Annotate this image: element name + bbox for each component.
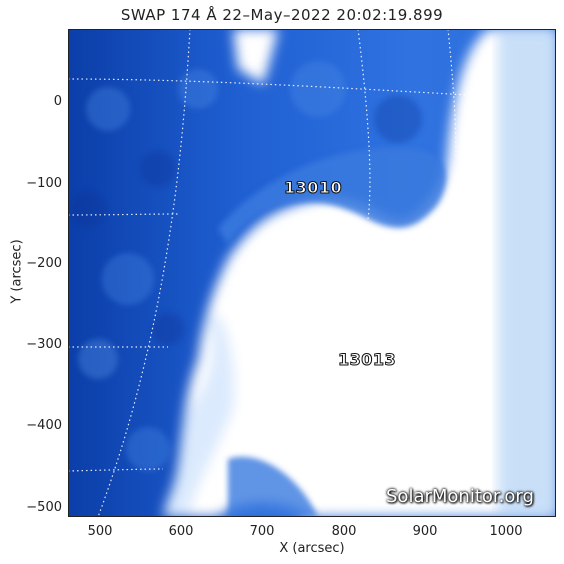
x-tick-label: 800 xyxy=(331,524,357,539)
x-axis-label: X (arcsec) xyxy=(279,541,345,556)
x-tick-label: 900 xyxy=(412,524,438,539)
x-tick-label: 500 xyxy=(87,524,113,539)
solar-image xyxy=(68,29,556,517)
y-tick-label: −200 xyxy=(26,256,62,271)
watermark: SolarMonitor.org xyxy=(386,486,534,507)
y-tick-label: 0 xyxy=(53,94,62,109)
x-tick-label: 600 xyxy=(168,524,194,539)
x-tick-label: 700 xyxy=(249,524,275,539)
image-title: SWAP 174 Å 22–May–2022 20:02:19.899 xyxy=(120,6,444,24)
y-tick-label: −100 xyxy=(26,176,62,191)
y-axis-label: Y (arcsec) xyxy=(9,239,25,304)
y-tick-label: −300 xyxy=(26,337,62,352)
y-tick-label: −400 xyxy=(26,418,62,433)
region-label: 13010 xyxy=(283,178,343,198)
region-label: 13013 xyxy=(337,350,397,370)
y-tick-label: −500 xyxy=(26,500,62,515)
x-tick-label: 1000 xyxy=(489,524,523,539)
